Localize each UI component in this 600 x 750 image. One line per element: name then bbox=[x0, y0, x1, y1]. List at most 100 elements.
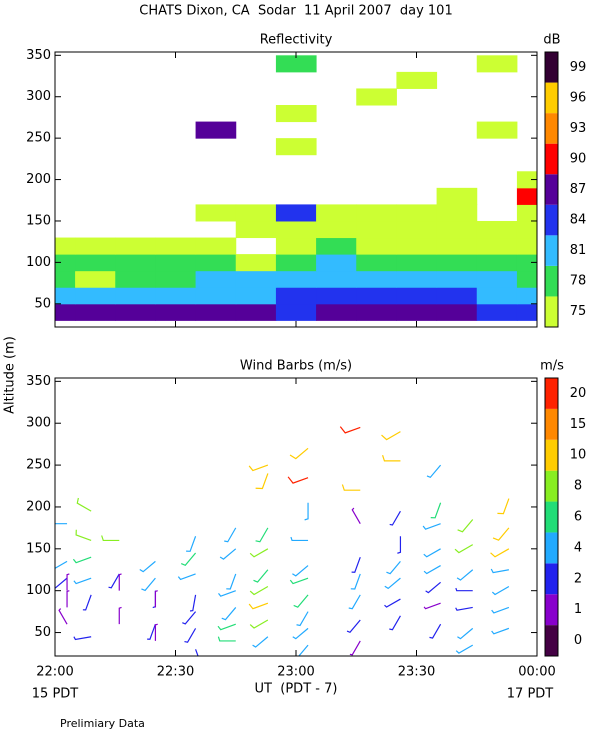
heat-cell bbox=[115, 270, 156, 288]
colorbar-label: m/s bbox=[540, 359, 564, 374]
colorbar-tick-label: 1 bbox=[574, 602, 582, 617]
wind-barb bbox=[249, 548, 269, 558]
y-tick-label: 300 bbox=[26, 416, 51, 431]
colorbar-swatch bbox=[545, 296, 558, 327]
colorbar-swatch bbox=[545, 470, 558, 502]
heat-cell bbox=[75, 287, 116, 305]
heat-cell bbox=[516, 204, 537, 222]
heat-cell bbox=[436, 204, 478, 222]
heat-cell bbox=[55, 270, 76, 288]
y-tick-label: 150 bbox=[26, 213, 51, 228]
heat-cell bbox=[436, 270, 478, 288]
x-tick-label: 22:00 bbox=[36, 665, 73, 680]
colorbar-tick-label: 90 bbox=[570, 151, 587, 166]
wind-barb bbox=[456, 569, 474, 581]
heat-cell bbox=[516, 171, 537, 189]
heat-cell bbox=[516, 270, 537, 288]
wind-barb bbox=[430, 502, 442, 519]
wind-barb bbox=[351, 507, 361, 524]
wind-barb bbox=[292, 565, 309, 577]
footnote: Prelimiary Data bbox=[60, 717, 145, 730]
wind-barb bbox=[292, 627, 309, 640]
heat-cell bbox=[195, 237, 237, 255]
heat-cell bbox=[516, 287, 537, 305]
wind-barb bbox=[186, 536, 197, 552]
wind-barb bbox=[182, 611, 197, 625]
y-tick-label: 200 bbox=[26, 172, 51, 187]
plot-frame bbox=[54, 377, 538, 657]
heat-cell bbox=[155, 270, 197, 288]
x-tick-label: 23:00 bbox=[277, 665, 314, 680]
wind-barb bbox=[289, 447, 309, 460]
colorbar-swatch bbox=[545, 532, 558, 564]
colorbar-tick-label: 0 bbox=[574, 633, 582, 648]
x-tick-label: 23:30 bbox=[398, 665, 435, 680]
heat-cell bbox=[75, 270, 116, 288]
wind-barb bbox=[339, 426, 361, 434]
colorbar-swatch bbox=[545, 235, 558, 266]
wind-barb bbox=[218, 590, 236, 597]
heat-cell bbox=[396, 254, 438, 272]
panel-title: Wind Barbs (m/s) bbox=[240, 359, 352, 374]
wind-barb bbox=[255, 527, 269, 543]
y-tick-label: 100 bbox=[26, 255, 51, 270]
colorbar-swatch bbox=[545, 143, 558, 175]
heat-cell bbox=[476, 303, 518, 321]
heat-cell bbox=[476, 55, 518, 73]
wind-barb bbox=[346, 619, 361, 633]
colorbar-tick-label: 10 bbox=[570, 448, 587, 463]
plot-area bbox=[55, 426, 510, 656]
wind-barb bbox=[73, 577, 92, 585]
colorbar-frame bbox=[544, 51, 559, 328]
wind-barb bbox=[455, 606, 473, 611]
wind-barb bbox=[141, 577, 156, 592]
heat-cell bbox=[115, 254, 156, 272]
heat-cell bbox=[316, 254, 357, 272]
colorbar-swatch bbox=[545, 378, 558, 409]
heat-cell bbox=[195, 287, 237, 305]
y-tick-label: 200 bbox=[26, 499, 51, 514]
wind-barb bbox=[217, 623, 236, 631]
wind-barb bbox=[457, 519, 474, 533]
colorbar-tick-label: 20 bbox=[570, 386, 587, 401]
colorbar-tick-label: 6 bbox=[574, 510, 582, 525]
colorbar-tick-label: 96 bbox=[570, 90, 587, 105]
heat-cell bbox=[516, 237, 537, 255]
colorbar-tick-label: 15 bbox=[570, 417, 587, 432]
wind-barb bbox=[184, 628, 197, 643]
heat-cell bbox=[275, 204, 317, 222]
wind-barb bbox=[497, 498, 510, 515]
colorbar-swatch bbox=[545, 52, 558, 83]
wind-barb bbox=[384, 598, 401, 608]
colorbar-tick-label: 81 bbox=[570, 243, 587, 258]
y-tick-label: 50 bbox=[34, 296, 51, 311]
colorbar-tick-label: 93 bbox=[570, 121, 587, 136]
colorbar-tick-label: 78 bbox=[570, 274, 587, 289]
wind-barb bbox=[397, 536, 402, 554]
wind-barb bbox=[108, 573, 120, 589]
start-label: 15 PDT bbox=[32, 687, 79, 702]
heat-cell bbox=[396, 287, 438, 305]
panel-title: Reflectivity bbox=[260, 33, 333, 48]
heat-cell bbox=[235, 287, 277, 305]
heat-cell bbox=[55, 303, 76, 321]
heat-cell bbox=[235, 254, 277, 272]
wind-barb bbox=[118, 606, 122, 625]
colorbar-tick-label: 2 bbox=[574, 571, 582, 586]
wind-barb bbox=[351, 556, 361, 573]
colorbar-swatch bbox=[545, 204, 558, 236]
heat-cell bbox=[356, 237, 397, 255]
wind-barb bbox=[217, 636, 236, 642]
wind-barb bbox=[429, 623, 442, 639]
wind-barb bbox=[66, 573, 70, 591]
heat-cell bbox=[316, 303, 357, 321]
colorbar-tick-label: 8 bbox=[574, 479, 582, 494]
wind-barb bbox=[293, 594, 309, 608]
wind-barb bbox=[423, 602, 441, 610]
wind-barb bbox=[491, 606, 510, 614]
wind-barb bbox=[249, 619, 269, 629]
heat-cell bbox=[396, 71, 438, 89]
wind-barb bbox=[491, 627, 510, 635]
heat-cell bbox=[396, 204, 438, 222]
y-tick-label: 250 bbox=[26, 458, 51, 473]
